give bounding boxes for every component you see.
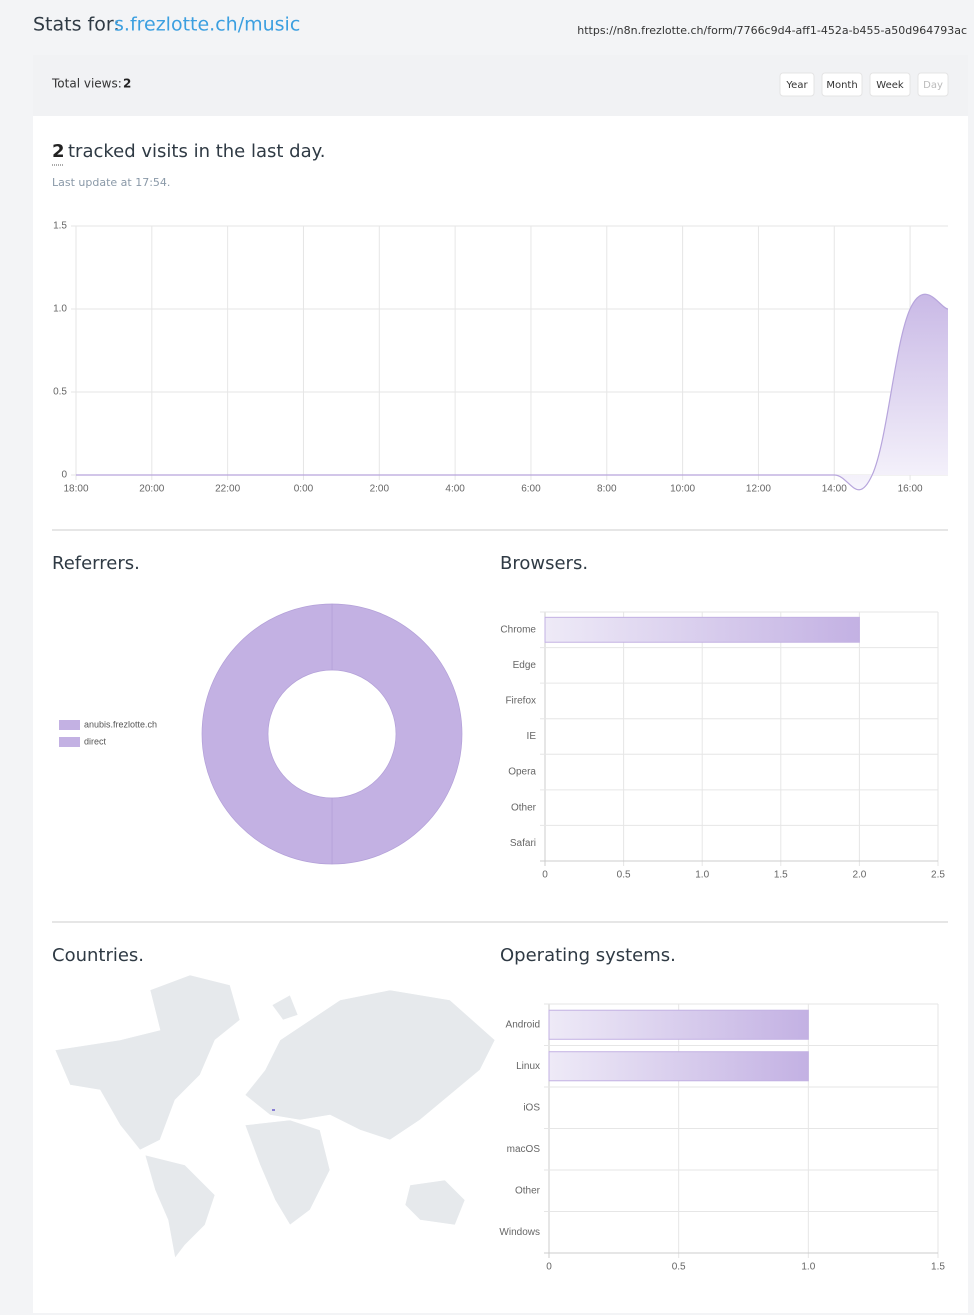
legend-swatch bbox=[59, 737, 80, 747]
y-tick-label: 1.5 bbox=[53, 221, 67, 232]
x-tick-label: 4:00 bbox=[445, 484, 465, 495]
x-tick-label: 18:00 bbox=[63, 484, 88, 495]
x-tick-label: 22:00 bbox=[215, 484, 240, 495]
world-map bbox=[54, 974, 496, 1259]
y-tick-label: Chrome bbox=[500, 624, 536, 635]
y-tick-label: Other bbox=[515, 1185, 541, 1196]
x-tick-label: 8:00 bbox=[597, 484, 617, 495]
x-tick-label: 0.5 bbox=[617, 870, 631, 881]
y-tick-label: Edge bbox=[513, 660, 537, 671]
range-button-label[interactable]: Month bbox=[826, 80, 857, 91]
y-tick-label: iOS bbox=[523, 1102, 540, 1113]
x-tick-label: 10:00 bbox=[670, 484, 695, 495]
section-title: Countries. bbox=[52, 945, 144, 966]
section-title: Browsers. bbox=[500, 553, 588, 574]
x-tick-label: 0:00 bbox=[294, 484, 314, 495]
last-update: Last update at 17:54. bbox=[52, 176, 170, 189]
x-tick-label: 2.5 bbox=[931, 870, 945, 881]
stats-link[interactable]: s.frezlotte.ch/music bbox=[114, 14, 300, 36]
y-tick-label: Firefox bbox=[505, 696, 536, 707]
range-button-label[interactable]: Week bbox=[876, 80, 904, 91]
pie-slice bbox=[201, 603, 333, 865]
line bbox=[75, 293, 949, 491]
range-button[interactable] bbox=[779, 72, 815, 97]
total-views-value: 2 bbox=[123, 77, 131, 91]
y-tick-label: Android bbox=[506, 1019, 540, 1030]
card bbox=[33, 55, 968, 1313]
visits-text: tracked visits in the last day. bbox=[68, 141, 325, 162]
y-tick-label: Linux bbox=[516, 1061, 540, 1072]
y-tick-label: Opera bbox=[508, 767, 536, 778]
x-tick-label: 12:00 bbox=[746, 484, 771, 495]
section-title: Referrers. bbox=[52, 553, 140, 574]
form-url: https://n8n.frezlotte.ch/form/7766c9d4-a… bbox=[577, 24, 967, 37]
range-button-label[interactable]: Day bbox=[923, 80, 943, 91]
y-tick-label: Other bbox=[511, 802, 537, 813]
pie-slice bbox=[331, 603, 463, 865]
x-tick-label: 1.0 bbox=[695, 870, 709, 881]
y-tick-label: IE bbox=[527, 731, 537, 742]
y-tick-label: macOS bbox=[507, 1144, 541, 1155]
x-tick-label: 1.5 bbox=[931, 1262, 945, 1273]
x-tick-label: 14:00 bbox=[822, 484, 847, 495]
y-tick-label: 1.0 bbox=[53, 304, 67, 315]
y-tick-label: 0.5 bbox=[53, 387, 67, 398]
legend-label: direct bbox=[84, 736, 107, 746]
x-tick-label: 2.0 bbox=[852, 870, 866, 881]
range-button-label[interactable]: Year bbox=[785, 80, 808, 91]
bar bbox=[544, 616, 860, 643]
visits-count: 2 bbox=[52, 141, 65, 162]
x-tick-label: 0.5 bbox=[672, 1262, 686, 1273]
bar bbox=[548, 1051, 809, 1082]
x-tick-label: 0 bbox=[546, 1262, 552, 1273]
legend-label: anubis.frezlotte.ch bbox=[84, 719, 157, 729]
bar bbox=[548, 1009, 809, 1040]
x-tick-label: 6:00 bbox=[521, 484, 541, 495]
y-tick-label: 0 bbox=[61, 470, 67, 481]
total-views-label: Total views: bbox=[51, 77, 122, 91]
x-tick-label: 1.5 bbox=[774, 870, 788, 881]
legend-swatch bbox=[59, 720, 80, 730]
range-button[interactable] bbox=[869, 72, 911, 97]
range-button[interactable] bbox=[917, 72, 949, 97]
range-button[interactable] bbox=[821, 72, 863, 97]
x-tick-label: 2:00 bbox=[370, 484, 390, 495]
x-tick-label: 20:00 bbox=[139, 484, 164, 495]
y-tick-label: Windows bbox=[499, 1227, 540, 1238]
y-tick-label: Safari bbox=[510, 838, 536, 849]
x-tick-label: 1.0 bbox=[801, 1262, 815, 1273]
x-tick-label: 16:00 bbox=[898, 484, 923, 495]
stats-prefix: Stats for: bbox=[33, 14, 120, 36]
section-title: Operating systems. bbox=[500, 945, 676, 966]
x-tick-label: 0 bbox=[542, 870, 548, 881]
